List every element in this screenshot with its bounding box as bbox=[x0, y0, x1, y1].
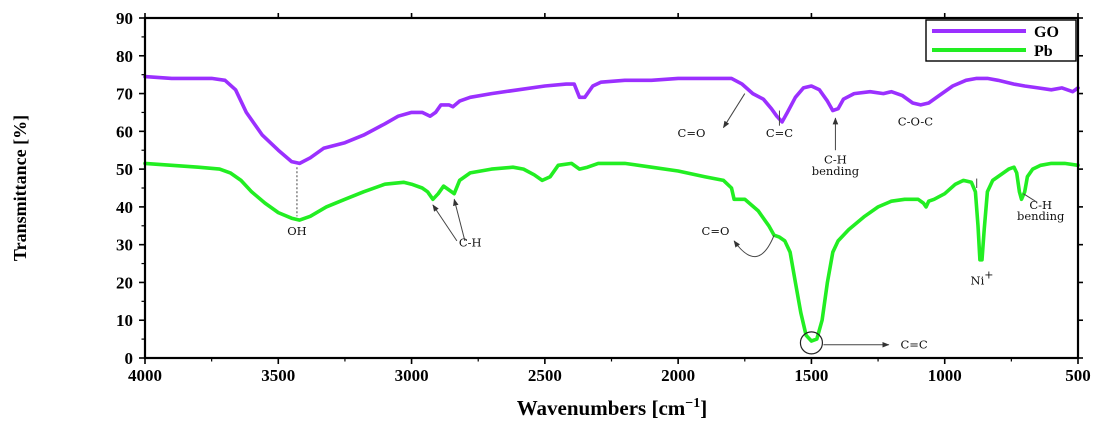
peak-annotation: C-O-C bbox=[898, 115, 933, 129]
peak-annotation: OH bbox=[287, 224, 306, 238]
pb-ch-arrow-1 bbox=[432, 204, 458, 242]
x-axis-label: Wavenumbers [cm−1] bbox=[517, 396, 708, 420]
ni-annotation: Ni+ bbox=[971, 268, 994, 287]
peak-annotation: C=O bbox=[702, 224, 730, 238]
y-tick-label: 60 bbox=[116, 122, 133, 141]
y-tick-label: 40 bbox=[116, 198, 133, 217]
cc-circle bbox=[799, 331, 824, 355]
peak-annotation: C-H bbox=[824, 152, 847, 166]
x-tick-label: 3500 bbox=[261, 366, 295, 385]
series-line-pb bbox=[143, 161, 1080, 343]
pb-co-curved-arrow bbox=[733, 235, 775, 258]
x-tick-label: 1000 bbox=[928, 366, 962, 385]
peak-annotation: C=C bbox=[766, 126, 793, 140]
legend-label-go: GO bbox=[1034, 24, 1059, 41]
x-tick-label: 4000 bbox=[128, 366, 162, 385]
go-co-arrow bbox=[723, 93, 746, 129]
y-tick-label: 50 bbox=[116, 160, 133, 179]
y-axis-label: Transmittance [%] bbox=[10, 115, 30, 261]
peak-annotation: C=C bbox=[900, 338, 927, 352]
x-axis-label-sup: −1 bbox=[685, 396, 700, 411]
pb-ch-bending-arrow bbox=[1023, 193, 1036, 202]
x-tick-label: 2500 bbox=[528, 366, 562, 385]
pb-ch-arrow-2 bbox=[453, 198, 466, 242]
y-tick-label: 90 bbox=[116, 9, 133, 28]
y-tick-label: 20 bbox=[116, 273, 133, 292]
y-tick-label: 10 bbox=[116, 311, 133, 330]
legend-label-pb: Pb bbox=[1034, 43, 1053, 60]
peak-annotation: C-H bbox=[1029, 198, 1052, 212]
x-tick-label: 3000 bbox=[395, 366, 429, 385]
y-tick-label: 30 bbox=[116, 236, 133, 255]
plot-frame bbox=[143, 16, 1080, 360]
y-tick-label: 80 bbox=[116, 47, 133, 66]
x-tick-label: 2000 bbox=[661, 366, 695, 385]
peak-annotation: C-H bbox=[459, 236, 482, 250]
peak-annotation: bending bbox=[1017, 209, 1065, 223]
x-axis-label-end: ] bbox=[700, 396, 707, 420]
y-tick-label: 0 bbox=[125, 349, 134, 368]
peak-annotation: bending bbox=[812, 164, 860, 178]
x-tick-label: 500 bbox=[1065, 366, 1091, 385]
peak-annotation: C=O bbox=[678, 126, 706, 140]
y-tick-label: 70 bbox=[116, 85, 133, 104]
legend-box bbox=[925, 19, 1077, 62]
x-tick-label: 1500 bbox=[794, 366, 828, 385]
series-line-go bbox=[143, 74, 1080, 166]
x-axis-label-main: Wavenumbers [cm bbox=[517, 396, 686, 420]
